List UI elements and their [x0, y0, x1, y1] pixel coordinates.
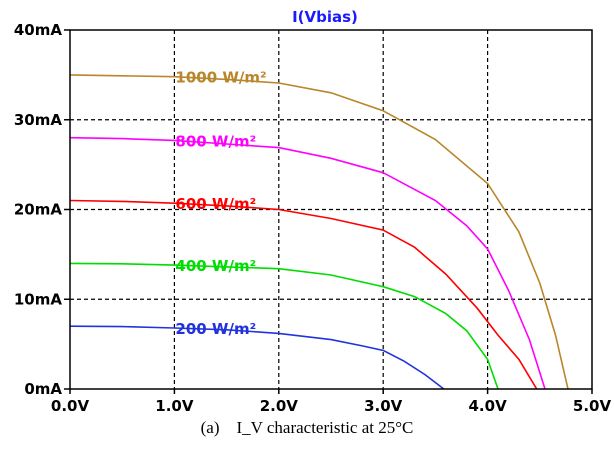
- x-tick-label: 1.0V: [155, 397, 194, 412]
- y-tick-label: 10mA: [14, 290, 63, 308]
- series-line: [69, 325, 445, 390]
- x-tick-label: 3.0V: [364, 397, 403, 412]
- series-label: 200 W/m²: [175, 320, 256, 338]
- grid-lines: [70, 30, 592, 389]
- series-labels: 1000 W/m² 800 W/m² 600 W/m² 400 W/m² 200 W/m…: [175, 69, 266, 338]
- y-tick-label: 40mA: [14, 21, 63, 39]
- axis-ticks: 0.0V 1.0V 2.0V 3.0V 4.0V 5.0V 0mA 10mA 20mA 30mA 4…: [14, 21, 612, 412]
- x-tick-label: 0.0V: [51, 397, 90, 412]
- x-tick-label: 4.0V: [469, 397, 508, 412]
- series-label: 400 W/m²: [175, 257, 256, 275]
- chart-title: I(Vbias): [292, 8, 358, 26]
- series-lines: [69, 74, 569, 390]
- series-line: [69, 199, 538, 390]
- series-line: [69, 262, 499, 390]
- series-line: [69, 74, 569, 390]
- y-tick-label: 30mA: [14, 111, 63, 129]
- series-label: 1000 W/m²: [175, 69, 266, 87]
- series-label: 800 W/m²: [175, 132, 256, 150]
- x-tick-label: 2.0V: [260, 397, 299, 412]
- iv-chart: I(Vbias) 1000 W/m² 800 W/m² 600 W/m² 400 W/…: [14, 8, 612, 412]
- figure-caption: (a) I_V characteristic at 25°C: [200, 418, 414, 437]
- y-tick-label: 20mA: [14, 201, 63, 219]
- series-label: 600 W/m²: [175, 195, 256, 213]
- series-line: [69, 136, 546, 390]
- y-tick-label: 0mA: [24, 380, 62, 398]
- x-tick-label: 5.0V: [573, 397, 612, 412]
